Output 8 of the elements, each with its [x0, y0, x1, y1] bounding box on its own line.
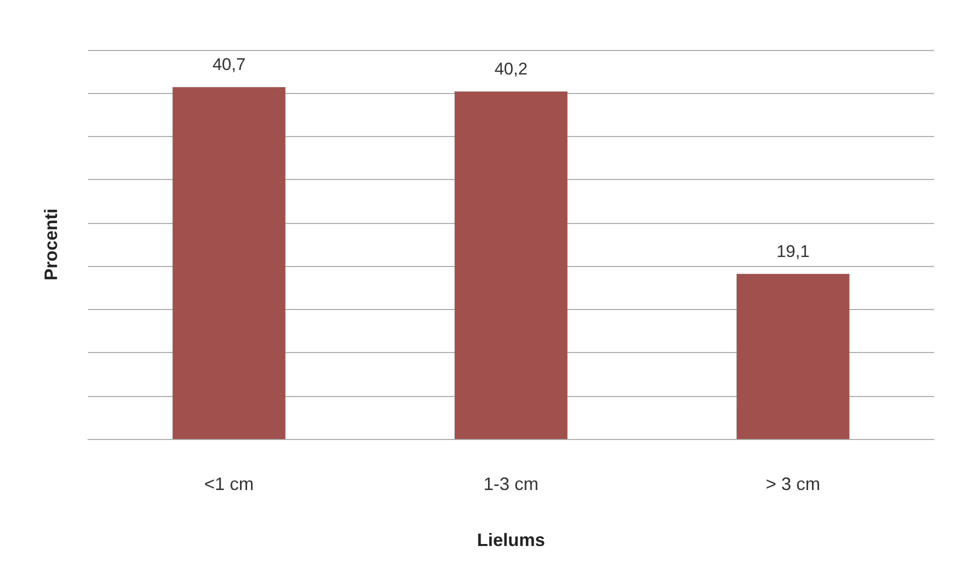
- data-label: 40,2: [494, 59, 528, 78]
- x-axis-title: Lielums: [476, 530, 546, 550]
- x-tick-label: > 3 cm: [766, 474, 820, 494]
- y-axis-title: Procenti: [41, 208, 61, 281]
- data-label: 19,1: [776, 242, 810, 261]
- data-label: 40,7: [212, 55, 246, 74]
- x-tick-label: <1 cm: [204, 474, 254, 494]
- x-tick-label: 1-3 cm: [483, 474, 539, 494]
